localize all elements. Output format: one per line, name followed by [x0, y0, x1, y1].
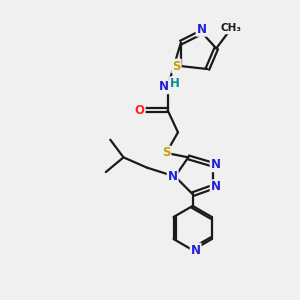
Text: N: N: [211, 158, 221, 171]
Text: CH₃: CH₃: [220, 23, 242, 33]
Text: H: H: [170, 77, 180, 90]
Text: N: N: [168, 170, 178, 183]
Text: S: S: [162, 146, 170, 159]
Text: N: N: [211, 180, 221, 193]
Text: N: N: [190, 244, 201, 256]
Text: N: N: [159, 80, 169, 93]
Text: O: O: [135, 104, 145, 117]
Text: N: N: [196, 23, 206, 36]
Text: S: S: [172, 60, 181, 73]
